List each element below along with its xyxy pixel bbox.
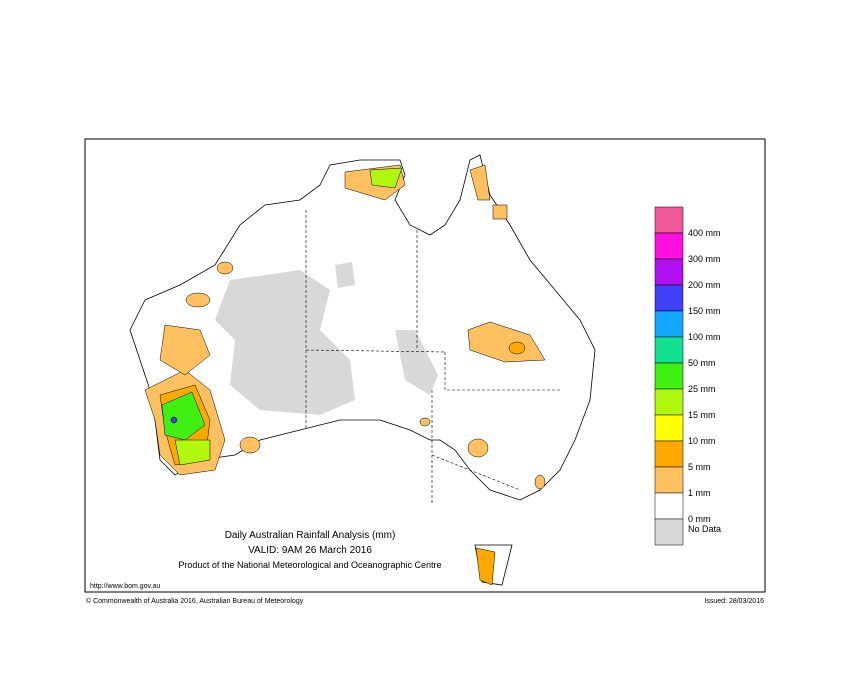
legend-label: 300 mm: [688, 254, 721, 264]
rain-area: [174, 439, 211, 466]
no-data-areas: [215, 262, 438, 415]
legend-label: 150 mm: [688, 306, 721, 316]
legend-label: No Data: [688, 524, 721, 534]
rain-area: [475, 547, 496, 586]
legend-swatch: [654, 388, 684, 416]
rain-area: [467, 438, 489, 458]
legend-swatch: [654, 414, 684, 442]
legend-label: 50 mm: [688, 358, 716, 368]
legend-swatch: [654, 232, 684, 260]
legend-swatch: [654, 336, 684, 364]
rain-area: [216, 261, 234, 275]
legend-label: 400 mm: [688, 228, 721, 238]
map-title: Daily Australian Rainfall Analysis (mm): [225, 530, 396, 541]
legend-label: 10 mm: [688, 436, 716, 446]
rain-areas: [144, 164, 546, 586]
rain-area: [161, 391, 206, 441]
rain-area: [369, 167, 403, 189]
rain-area: [239, 436, 261, 454]
border: [305, 349, 446, 353]
product-note: Product of the National Meteorological a…: [178, 560, 441, 570]
legend-label: 25 mm: [688, 384, 716, 394]
border: [431, 454, 521, 491]
legend-swatch: [654, 310, 684, 338]
rain-area: [469, 164, 491, 201]
legend-label: 5 mm: [688, 462, 711, 472]
rain-area: [419, 417, 431, 427]
rain-area: [534, 474, 546, 490]
rain-area: [467, 321, 546, 363]
legend-swatch: [654, 206, 684, 234]
legend-swatch: [654, 284, 684, 312]
rain-area: [159, 324, 211, 376]
no-data-area: [335, 262, 355, 288]
copyright: © Commonwealth of Australia 2016, Austra…: [86, 597, 304, 605]
legend-label: 200 mm: [688, 280, 721, 290]
rain-area: [185, 292, 211, 308]
state-borders: [305, 210, 560, 505]
legend-swatch: [654, 362, 684, 390]
legend-label: 1 mm: [688, 488, 711, 498]
no-data-area: [395, 330, 438, 395]
issued-date: Issued: 28/03/2016: [704, 598, 764, 605]
valid-time: VALID: 9AM 26 March 2016: [248, 545, 372, 556]
legend-swatch: [654, 518, 684, 546]
border: [444, 352, 560, 391]
legend-label: 0 mm: [688, 514, 711, 524]
rain-area: [508, 341, 526, 355]
legend-swatch: [654, 466, 684, 494]
legend-swatch: [654, 258, 684, 286]
legend-label: 100 mm: [688, 332, 721, 342]
legend: 400 mm 300 mm 200 mm 150 mm 100 mm 50 mm 25 mm…: [654, 206, 721, 546]
rain-area: [492, 204, 508, 220]
no-data-area: [215, 270, 355, 415]
legend-label: 15 mm: [688, 410, 716, 420]
legend-swatch: [654, 440, 684, 468]
legend-swatch: [654, 492, 684, 520]
rain-area: [170, 416, 178, 424]
url: http://www.bom.gov.au: [90, 583, 160, 590]
